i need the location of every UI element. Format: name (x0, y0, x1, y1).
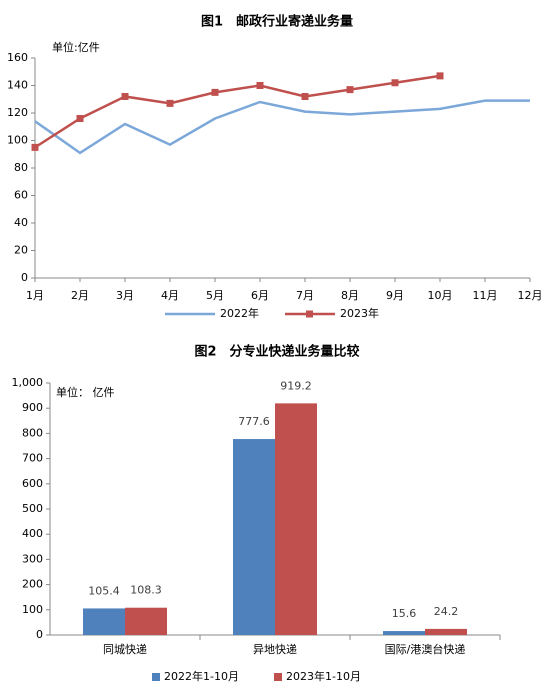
y-tick-label: 700 (22, 452, 43, 465)
x-tick-label: 国际/港澳台快递 (385, 642, 466, 656)
y-tick-label: 300 (22, 552, 43, 565)
y-tick-label: 80 (14, 161, 28, 174)
chart-title: 图1 邮政行业寄递业务量 (201, 14, 353, 30)
y-tick-label: 40 (14, 216, 28, 229)
legend-label: 2022年1-10月 (164, 669, 239, 683)
y-tick-label: 160 (7, 51, 28, 64)
bar (383, 631, 425, 635)
y-tick-label: 140 (7, 79, 28, 92)
x-tick-label: 异地快递 (253, 642, 297, 656)
bar (233, 439, 275, 635)
line-series (34, 99, 530, 155)
y-tick-label: 0 (36, 628, 43, 641)
legend-label: 2022年 (220, 306, 259, 320)
x-tick-label: 6月 (251, 289, 269, 302)
y-tick-label: 600 (22, 477, 43, 490)
point-marker (76, 115, 84, 122)
bar (83, 608, 125, 635)
y-tick-label: 20 (14, 244, 28, 257)
y-tick-label: 120 (7, 106, 28, 119)
bar (275, 403, 317, 635)
point-marker (121, 93, 129, 100)
legend-label: 2023年 (340, 306, 379, 320)
x-tick-label: 3月 (116, 289, 134, 302)
y-tick-label: 100 (7, 134, 28, 147)
x-tick-label: 2月 (71, 289, 89, 302)
y-tick-label: 900 (22, 401, 43, 414)
value-label: 108.3 (130, 584, 162, 597)
y-tick-label: 500 (22, 502, 43, 515)
x-tick-label: 5月 (206, 289, 224, 302)
x-tick-label: 11月 (473, 289, 498, 302)
point-marker (256, 82, 264, 89)
bar (425, 628, 467, 635)
point-marker (211, 88, 219, 96)
legend-swatch (274, 673, 282, 681)
x-tick-label: 1月 (26, 289, 44, 302)
x-tick-label: 7月 (296, 289, 314, 302)
y-tick-label: 800 (22, 426, 43, 439)
value-label: 24.2 (434, 605, 459, 618)
value-label: 919.2 (280, 379, 312, 392)
value-label: 777.6 (238, 415, 270, 428)
legend-label: 2023年1-10月 (286, 669, 361, 683)
point-marker (166, 99, 174, 107)
y-tick-label: 400 (22, 527, 43, 540)
point-marker (301, 93, 309, 100)
value-label: 105.4 (88, 584, 120, 597)
point-marker (391, 79, 399, 87)
point-marker (346, 86, 354, 94)
y-tick-label: 1,000 (12, 376, 44, 389)
line-series (34, 74, 441, 149)
point-marker (436, 72, 444, 80)
y-tick-label: 100 (22, 603, 43, 616)
bar (125, 607, 167, 635)
chart-title: 图2 分专业快递业务量比较 (194, 344, 359, 360)
y-tick-label: 60 (14, 189, 28, 202)
y-tick-label: 0 (21, 271, 28, 284)
x-tick-label: 8月 (341, 289, 359, 302)
legend-marker (306, 310, 313, 318)
y-tick-label: 200 (22, 578, 43, 591)
x-tick-label: 10月 (428, 289, 453, 302)
x-tick-label: 12月 (518, 289, 543, 302)
unit-annotation: 单位： 亿件 (56, 385, 115, 399)
point-marker (31, 143, 39, 151)
legend-swatch (152, 673, 160, 681)
unit-annotation: 单位:亿件 (52, 40, 100, 54)
x-tick-label: 同城快递 (103, 642, 147, 656)
x-tick-label: 9月 (386, 289, 404, 302)
value-label: 15.6 (392, 607, 417, 620)
x-tick-label: 4月 (161, 289, 179, 302)
